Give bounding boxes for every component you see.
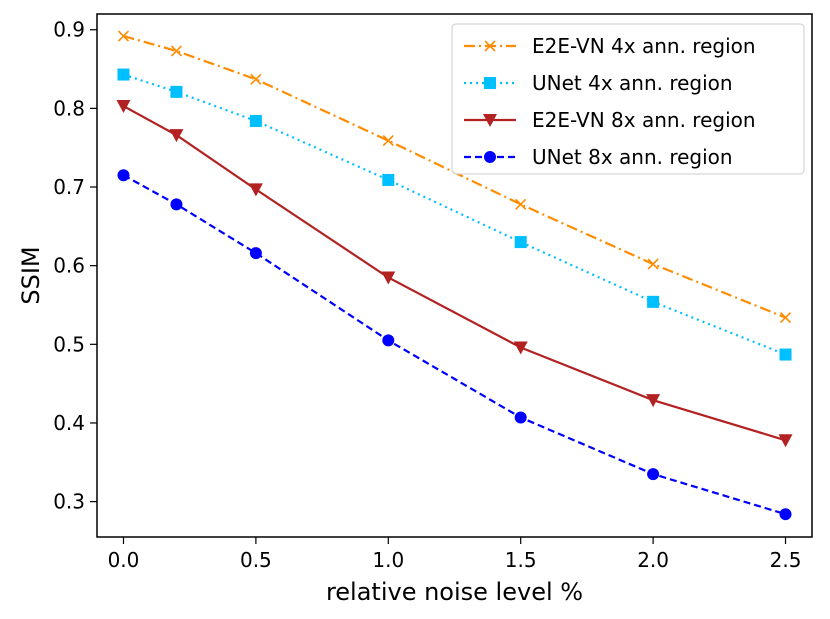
y-tick-label: 0.9 — [53, 18, 85, 42]
plot-frame — [96, 13, 813, 538]
series-2 — [117, 68, 792, 361]
legend-item: E2E-VN 8x ann. region — [464, 108, 756, 132]
data-point — [382, 334, 395, 347]
data-point — [248, 183, 263, 197]
ticks-layer: 0.0 0.5 1.0 1.5 2.0 2.5 0.3 0.4 0.5 0.6 0.7 0.8 0.9 — [53, 18, 801, 572]
data-point — [515, 198, 527, 210]
y-tick-label: 0.4 — [53, 411, 85, 435]
legend-marker — [484, 40, 496, 52]
x-tick-label: 2.5 — [770, 548, 802, 572]
legend-item: UNet 4x ann. region — [464, 71, 733, 95]
x-tick-label: 1.0 — [372, 548, 404, 572]
data-point — [117, 68, 130, 81]
data-point — [382, 173, 395, 186]
y-tick-label: 0.5 — [53, 332, 85, 356]
y-tick-label: 0.8 — [53, 96, 85, 120]
legend-marker — [484, 77, 496, 89]
data-point — [117, 30, 130, 42]
x-tick-label: 2.0 — [637, 548, 669, 572]
data-point — [170, 45, 183, 57]
data-point — [647, 258, 659, 270]
legend-label: E2E-VN 4x ann. region — [532, 34, 756, 58]
data-point — [116, 100, 131, 114]
data-point — [778, 434, 793, 448]
x-tick-label: 0.0 — [108, 548, 140, 572]
legend-box — [451, 23, 805, 175]
series-4 — [117, 169, 792, 521]
data-point — [646, 394, 661, 408]
data-point — [779, 508, 792, 521]
data-point — [249, 247, 262, 260]
data-point — [250, 73, 262, 85]
data-point — [382, 135, 394, 147]
x-tick-label: 0.5 — [240, 548, 272, 572]
x-axis-label: relative noise level % — [326, 578, 583, 606]
data-point — [169, 129, 184, 143]
legend-marker — [483, 114, 497, 127]
y-tick-label: 0.6 — [53, 254, 85, 278]
legend-item: UNet 8x ann. region — [464, 145, 733, 169]
y-axis-label: SSIM — [17, 246, 45, 304]
data-point — [170, 85, 183, 98]
legend-label: E2E-VN 8x ann. region — [532, 108, 756, 132]
series-1 — [117, 30, 792, 324]
data-point — [647, 468, 660, 481]
data-point — [170, 198, 183, 211]
data-point — [514, 411, 527, 424]
data-point — [647, 295, 660, 308]
data-point — [513, 341, 528, 355]
data-point — [381, 271, 396, 285]
series-layer — [116, 30, 793, 521]
legend: E2E-VN 4x ann. region UNet 4x ann. region… — [451, 23, 805, 175]
legend-label: UNet 8x ann. region — [532, 145, 733, 169]
series-3 — [116, 100, 793, 448]
y-tick-label: 0.7 — [53, 175, 85, 199]
legend-marker — [484, 151, 496, 163]
y-tick-label: 0.3 — [53, 490, 85, 514]
legend-item: E2E-VN 4x ann. region — [464, 34, 756, 58]
data-point — [117, 169, 130, 182]
data-point — [779, 348, 792, 361]
legend-label: UNet 4x ann. region — [532, 71, 733, 95]
x-tick-label: 1.5 — [505, 548, 537, 572]
data-point — [514, 236, 527, 249]
data-point — [249, 114, 262, 127]
data-point — [779, 312, 792, 324]
